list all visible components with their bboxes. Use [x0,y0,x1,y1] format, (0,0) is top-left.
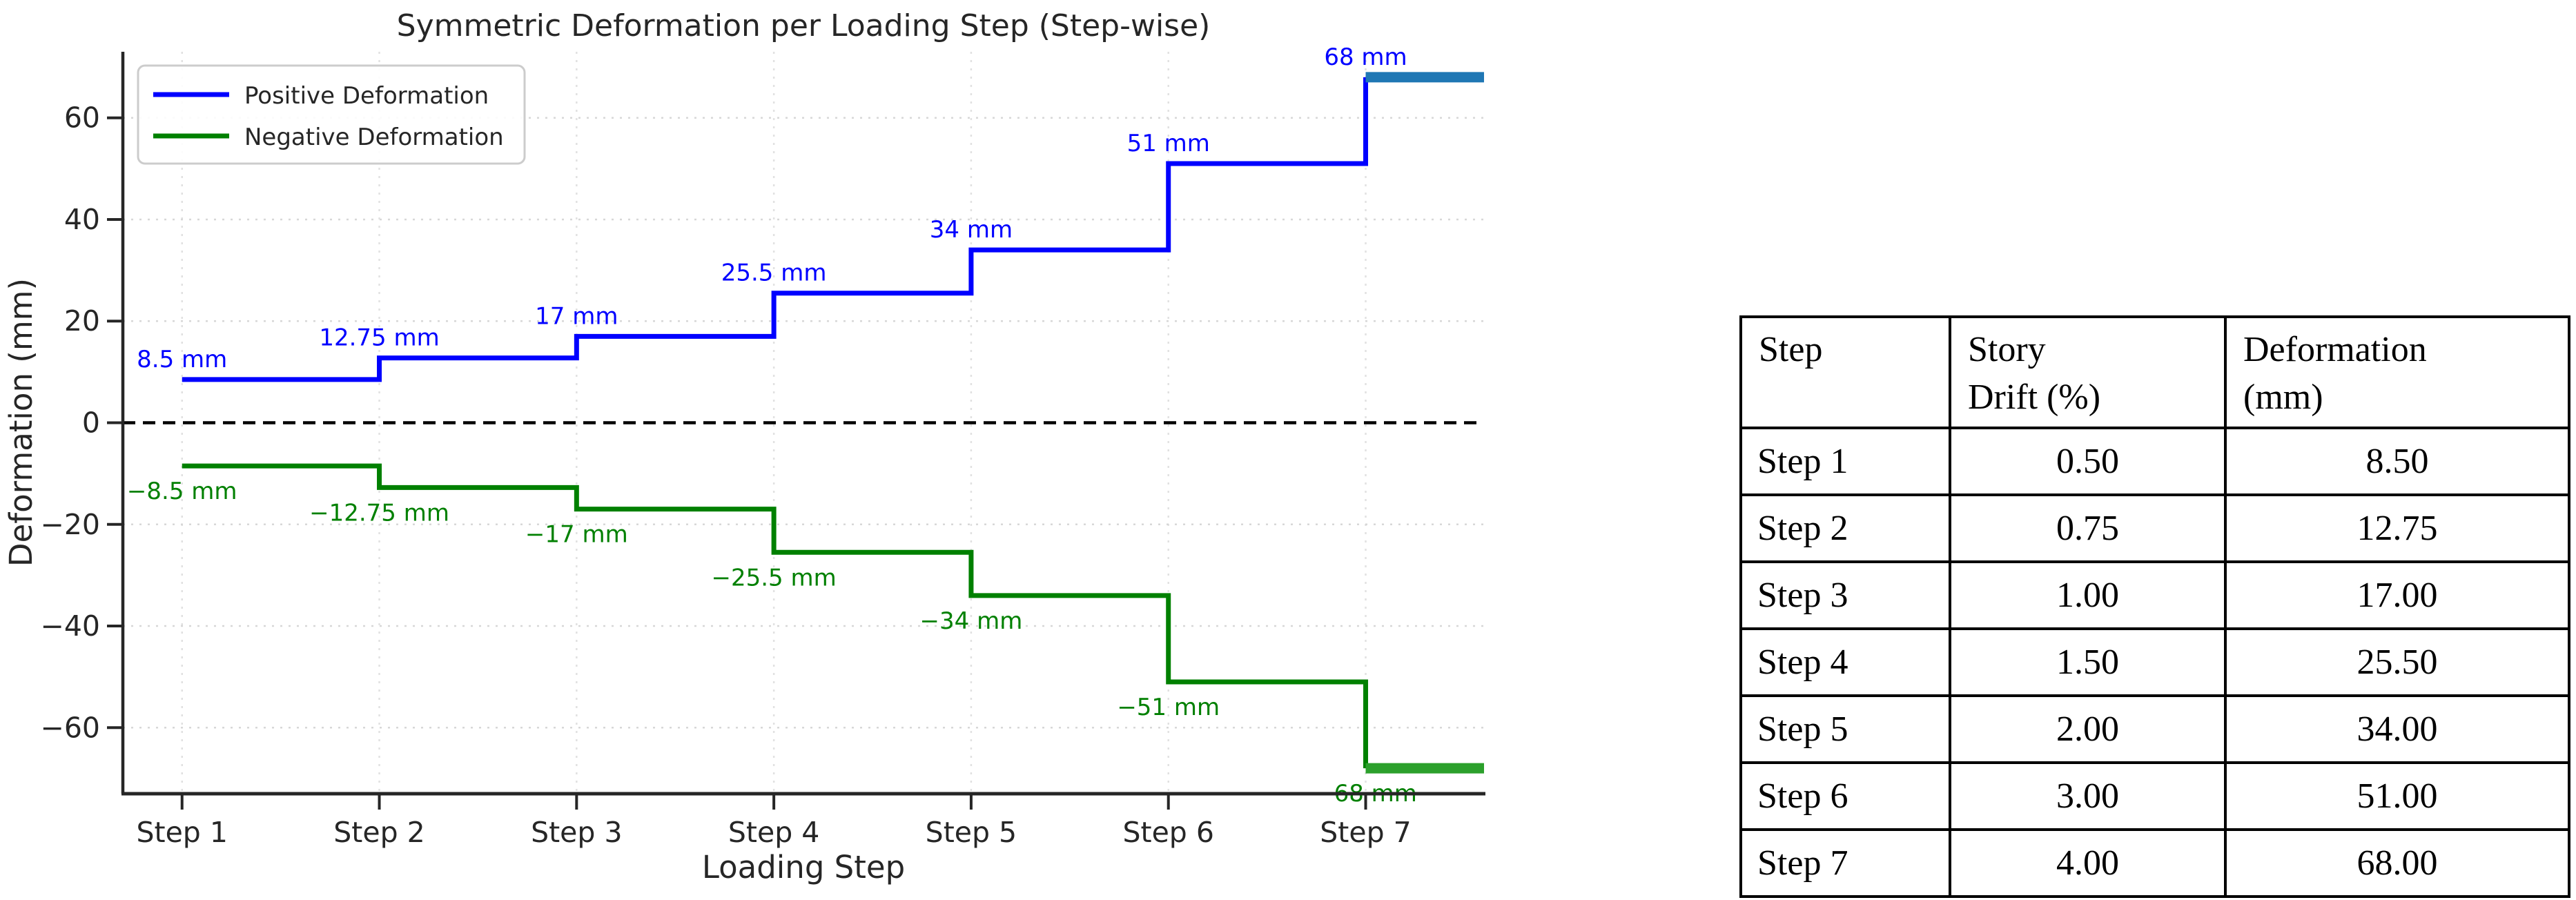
annotation-label: −25.5 mm [712,564,837,591]
positive-deformation-line [182,77,1369,382]
annotation-label: 51 mm [1127,130,1210,157]
legend-box [137,64,526,165]
annotation-label: 25.5 mm [721,260,827,287]
table-header-row: Step Story Drift (%) Deformation (mm) [1739,315,2570,430]
legend-label-negative: Negative Deformation [244,124,504,151]
annotation-label: −51 mm [1117,694,1220,721]
table-row: Step 2 0.75 12.75 [1739,493,2570,564]
cell-story-drift: 0.75 [1949,493,2227,564]
table-row: Step 5 2.00 34.00 [1739,694,2570,765]
annotation-label: 34 mm [930,216,1013,244]
cell-story-drift: 2.00 [1949,694,2227,765]
annotation-label: −12.75 mm [309,499,449,527]
deformation-table: Step Story Drift (%) Deformation (mm) St… [1739,315,2570,899]
y-tick-label: −60 [40,711,100,744]
col-header-step: Step [1739,315,1951,430]
cell-deformation: 51.00 [2224,761,2570,832]
x-tick-label: Step 4 [728,816,819,849]
y-tick-label: 20 [64,304,100,338]
annotation-label: −17 mm [525,521,628,549]
y-tick-label: −20 [40,508,100,541]
x-tick-label: Step 7 [1320,816,1411,849]
cell-step: Step 4 [1739,627,1951,698]
cell-story-drift: 3.00 [1949,761,2227,832]
cell-deformation: 17.00 [2224,560,2570,631]
data-table-container: Step Story Drift (%) Deformation (mm) St… [1739,315,2570,899]
annotation-label: 8.5 mm [137,346,227,373]
x-tick-label: Step 3 [531,816,622,849]
cell-step: Step 3 [1739,560,1951,631]
cell-story-drift: 1.50 [1949,627,2227,698]
legend-label-positive: Positive Deformation [244,82,489,110]
cell-step: Step 2 [1739,493,1951,564]
cell-deformation: 12.75 [2224,493,2570,564]
table-row: Step 6 3.00 51.00 [1739,761,2570,832]
y-tick-label: 0 [82,407,100,440]
y-axis-label: Deformation (mm) [3,278,39,567]
cell-step: Step 6 [1739,761,1951,832]
annotation-label: −34 mm [920,607,1023,635]
y-tick-label: 40 [64,203,100,236]
table-row: Step 4 1.50 25.50 [1739,627,2570,698]
x-tick-label: Step 5 [926,816,1017,849]
annotation-label: −8.5 mm [127,478,237,505]
col-header-deformation: Deformation (mm) [2224,315,2570,430]
cell-story-drift: 4.00 [1949,828,2227,899]
cell-deformation: 68.00 [2224,828,2570,899]
legend: Positive Deformation Negative Deformatio… [137,64,526,165]
table-row: Step 3 1.00 17.00 [1739,560,2570,631]
cell-step: Step 7 [1739,828,1951,899]
deformation-step-chart: 8.5 mm 12.75 mm 17 mm 25.5 mm 34 mm 51 mm 68 m… [3,8,1485,886]
x-tick-label: Step 2 [333,816,425,849]
cell-step: Step 1 [1739,427,1951,497]
negative-deformation-line [182,463,1369,769]
cell-story-drift: 0.50 [1949,427,2227,497]
cell-deformation: 25.50 [2224,627,2570,698]
table-row: Step 1 0.50 8.50 [1739,427,2570,497]
col-header-story-drift: Story Drift (%) [1949,315,2227,430]
y-tick-label: −40 [40,609,100,643]
cell-story-drift: 1.00 [1949,560,2227,631]
x-tick-label: Step 1 [136,816,227,849]
annotation-label: 17 mm [535,302,618,330]
annotation-label: 12.75 mm [319,324,439,352]
chart-title: Symmetric Deformation per Loading Step (… [397,8,1211,43]
y-tick-label: 60 [64,101,100,135]
x-axis-label: Loading Step [702,849,905,886]
cell-deformation: 8.50 [2224,427,2570,497]
annotation-label: 68 mm [1324,43,1407,71]
cell-deformation: 34.00 [2224,694,2570,765]
cell-step: Step 5 [1739,694,1951,765]
table-row: Step 7 4.00 68.00 [1739,828,2570,899]
chart-generated-content: 8.5 mm 12.75 mm 17 mm 25.5 mm 34 mm 51 mm 68 m… [40,43,1485,849]
x-tick-label: Step 6 [1122,816,1213,849]
